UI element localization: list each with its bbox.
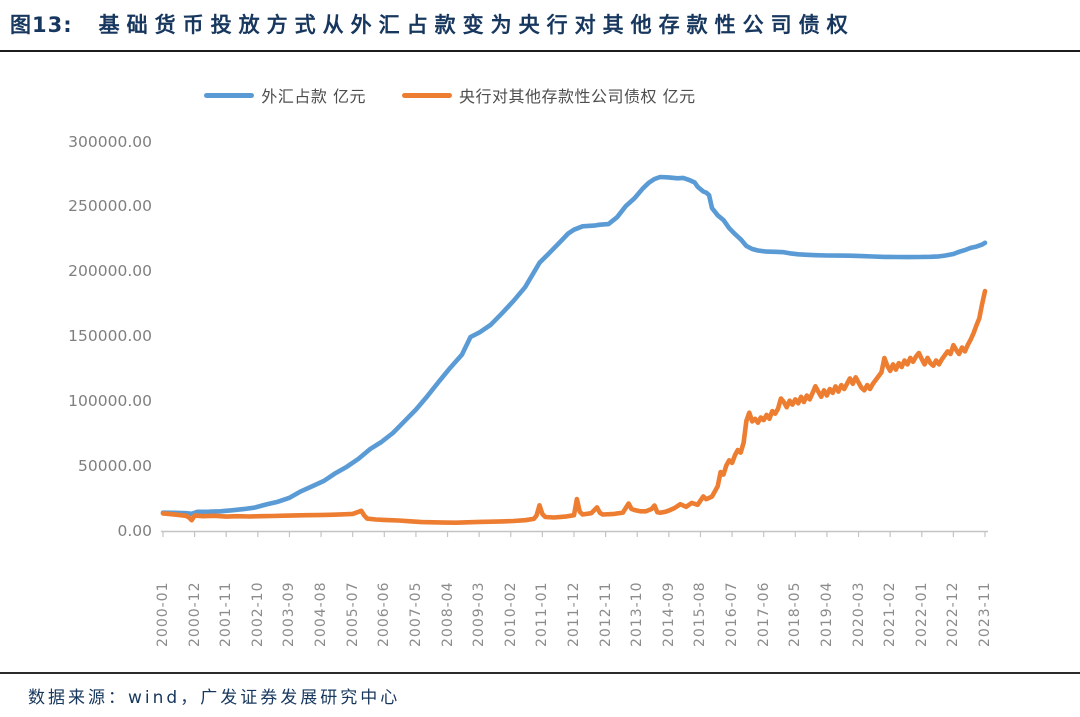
legend-label-pboc-claims: 央行对其他存款性公司债权 亿元 bbox=[459, 87, 696, 106]
x-axis-label: 2016-07 bbox=[724, 581, 741, 648]
y-axis-label: 150000.00 bbox=[68, 327, 152, 345]
x-axis-label: 2012-11 bbox=[597, 581, 614, 648]
x-axis-label: 2007-05 bbox=[407, 581, 424, 648]
x-axis-label: 2011-12 bbox=[566, 581, 582, 648]
pboc-claims-line bbox=[160, 288, 988, 525]
legend-item-fx-reserves: 外汇占款 亿元 bbox=[204, 83, 366, 107]
legend-label-fx-reserves: 外汇占款 亿元 bbox=[261, 87, 366, 106]
y-axis-label: 50000.00 bbox=[78, 456, 152, 475]
legend-line-swatch-pboc-icon bbox=[402, 92, 452, 98]
x-axis-label: 2000-01 bbox=[155, 581, 171, 648]
legend-item-pboc-claims: 央行对其他存款性公司债权 亿元 bbox=[402, 83, 696, 107]
x-axis-label: 2014-09 bbox=[660, 581, 677, 648]
x-axis-label: 2017-06 bbox=[755, 581, 772, 648]
x-axis-label: 2022-01 bbox=[913, 581, 930, 648]
x-axis-label: 2001-11 bbox=[218, 581, 235, 648]
figure-title: 基础货币投放方式从外汇占款变为央行对其他存款性公司债权 bbox=[98, 13, 855, 37]
title-divider bbox=[0, 50, 1080, 52]
x-axis-label: 2009-03 bbox=[471, 581, 488, 648]
x-axis-label: 2003-09 bbox=[281, 581, 298, 648]
x-axis-label: 2008-04 bbox=[439, 581, 456, 648]
x-axis-label: 2022-12 bbox=[945, 581, 962, 648]
y-axis-label: 250000.00 bbox=[68, 197, 152, 216]
figure-number-label: 图13: bbox=[10, 13, 73, 37]
x-axis-label: 2004-08 bbox=[313, 581, 330, 648]
x-axis-label: 2015-08 bbox=[692, 581, 709, 648]
x-axis-label: 2018-05 bbox=[787, 581, 804, 648]
x-axis-label: 2000-12 bbox=[186, 581, 203, 648]
footer-divider bbox=[0, 672, 1080, 674]
x-axis-label: 2011-01 bbox=[534, 581, 551, 648]
chart-legend: 外汇占款 亿元 央行对其他存款性公司债权 亿元 bbox=[0, 83, 990, 107]
fx-reserves-line bbox=[160, 174, 988, 517]
y-axis-label: 200000.00 bbox=[68, 262, 152, 281]
y-axis-label: 100000.00 bbox=[68, 391, 152, 410]
y-axis-label: 0.00 bbox=[117, 521, 152, 540]
x-axis-label: 2013-10 bbox=[629, 581, 646, 648]
x-axis-label: 2020-03 bbox=[850, 581, 867, 648]
y-axis-label: 300000.00 bbox=[68, 132, 152, 151]
x-axis-label: 2005-07 bbox=[344, 581, 361, 648]
x-axis-label: 2021-02 bbox=[882, 581, 899, 648]
x-axis-label: 2019-04 bbox=[818, 581, 835, 648]
figure-header: 图13: 基础货币投放方式从外汇占款变为央行对其他存款性公司债权 bbox=[10, 9, 1070, 39]
x-axis-label: 2002-10 bbox=[249, 581, 266, 648]
x-axis-label: 2023-11 bbox=[977, 581, 993, 648]
x-axis-label: 2010-02 bbox=[502, 581, 519, 648]
legend-line-swatch-fx-icon bbox=[204, 92, 255, 98]
x-axis-label: 2006-06 bbox=[376, 581, 393, 648]
source-note: 数据来源：wind，广发证券发展研究中心 bbox=[28, 688, 401, 708]
